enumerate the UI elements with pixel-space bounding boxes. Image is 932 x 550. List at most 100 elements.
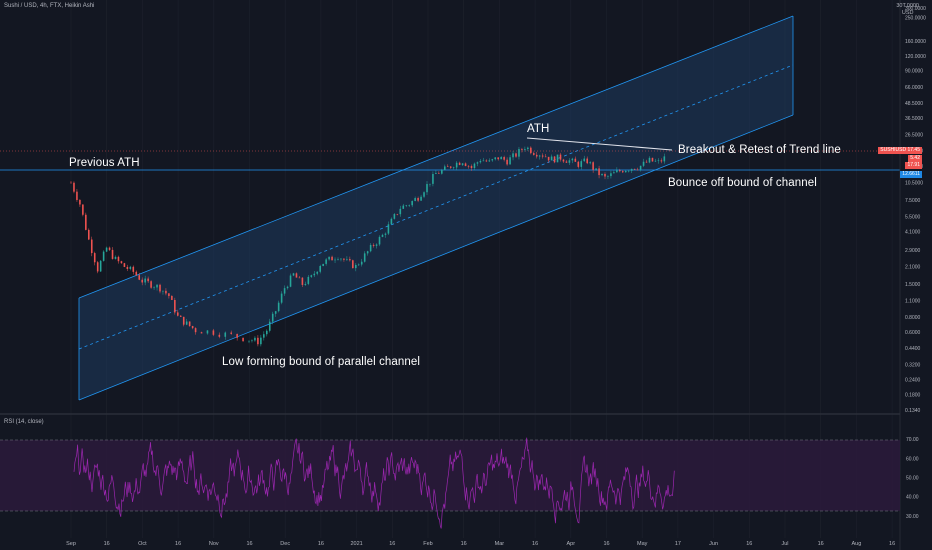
price-tick-label: 0.1800 [905,393,921,399]
price-tick-label: 36.5000 [905,116,923,122]
time-tick-label: Sep [66,541,76,547]
candle-body [533,153,535,155]
rsi-line [73,437,675,529]
candle-body [651,157,654,162]
candle-body [218,334,221,337]
rsi-axis-labels: 70.00 60.00 50.00 40.00 30.00 [906,437,919,520]
candle-body [85,214,87,230]
price-tag-symbol: SUSHIUSD [880,147,907,153]
candle-body [601,173,603,176]
candle-body [547,156,550,161]
candle-body [360,261,363,265]
price-tick-label: 10.5000 [905,181,923,187]
candle-body [444,166,446,171]
candle-body [266,330,268,335]
candle-body [535,154,538,157]
candle-body [509,157,511,165]
candle-body [375,244,378,246]
candle-body [592,162,594,170]
candle-body [639,165,642,170]
candle-body [301,277,304,285]
candle-body [482,160,485,162]
candle-body [399,208,402,215]
candle-body [316,271,319,274]
channel-upper-line[interactable] [78,15,794,299]
candle-body [200,332,203,334]
time-tick-label: 16 [746,541,752,547]
candle-body [642,161,645,166]
price-tick-label: 0.6000 [905,330,921,336]
price-tag-value: 17.45 [907,147,920,153]
candle-body [423,192,425,197]
annotation-previous-ath[interactable]: Previous ATH [69,157,140,169]
candle-body [286,286,289,289]
price-tick-label: 1.5000 [905,282,921,288]
candle-body [280,293,283,303]
parallel-channel[interactable] [78,15,794,401]
candle-body [304,283,307,285]
candle-body [633,168,636,170]
price-tick-label: 0.2400 [905,378,921,384]
price-tick-label: 1.1000 [905,298,921,304]
annotation-breakout[interactable]: Breakout & Retest of Trend line [678,144,841,156]
candle-body [248,340,250,342]
candle-body [384,233,387,235]
time-tick-label: 16 [246,541,252,547]
annotation-ath[interactable]: ATH [527,123,550,135]
rsi-tick-label: 70.00 [906,437,919,443]
candle-body [464,163,467,166]
candle-body [595,168,597,170]
candle-body [141,279,143,283]
rsi-tick-label: 40.00 [906,495,919,501]
candle-body [331,256,333,261]
candle-body [473,163,476,169]
candle-body [417,198,419,201]
candle-body [352,260,354,269]
rsi-tick-label: 60.00 [906,456,919,462]
annotation-low-bound[interactable]: Low forming bound of parallel channel [222,356,421,368]
time-tick-label: Mar [495,541,505,547]
channel-lower-line[interactable] [78,114,794,401]
annotation-bounce[interactable]: Bounce off bound of channel [668,177,817,189]
candle-body [138,275,141,280]
candle-body [562,159,565,162]
candle-body [624,170,627,173]
price-tick-label: 66.0000 [905,85,923,91]
candle-body [432,174,434,184]
candle-body [571,158,574,161]
candle-body [111,249,114,259]
time-tick-label: 16 [818,541,824,547]
candle-body [310,275,313,277]
candle-body [645,161,648,163]
time-tick-label: 16 [603,541,609,547]
candle-body [73,182,75,192]
price-tick-label: 300.0000 [905,6,926,12]
candle-body [630,168,633,171]
candle-body [188,321,191,326]
channel-mid-line [78,64,794,350]
candle-body [622,171,624,173]
ath-trend-line[interactable] [526,137,673,151]
candle-body [357,264,360,266]
candle-body [150,281,152,288]
candle-body [260,337,262,345]
candle-body [144,278,146,283]
candle-body [123,263,126,267]
candle-body [126,266,129,269]
candle-body [574,158,577,162]
price-tick-label: 0.1340 [905,408,921,414]
candle-body [70,182,72,184]
candle-body [405,205,408,207]
candle-body [96,262,99,272]
candle-body [402,205,405,209]
candle-body [194,328,197,333]
candle-body [636,169,639,171]
candle-body [550,156,553,161]
candle-body [355,264,357,269]
rsi-band [0,440,900,511]
time-tick-label: Jun [709,541,718,547]
candle-body [598,168,600,176]
candle-body [503,157,505,160]
candle-body [524,149,526,150]
